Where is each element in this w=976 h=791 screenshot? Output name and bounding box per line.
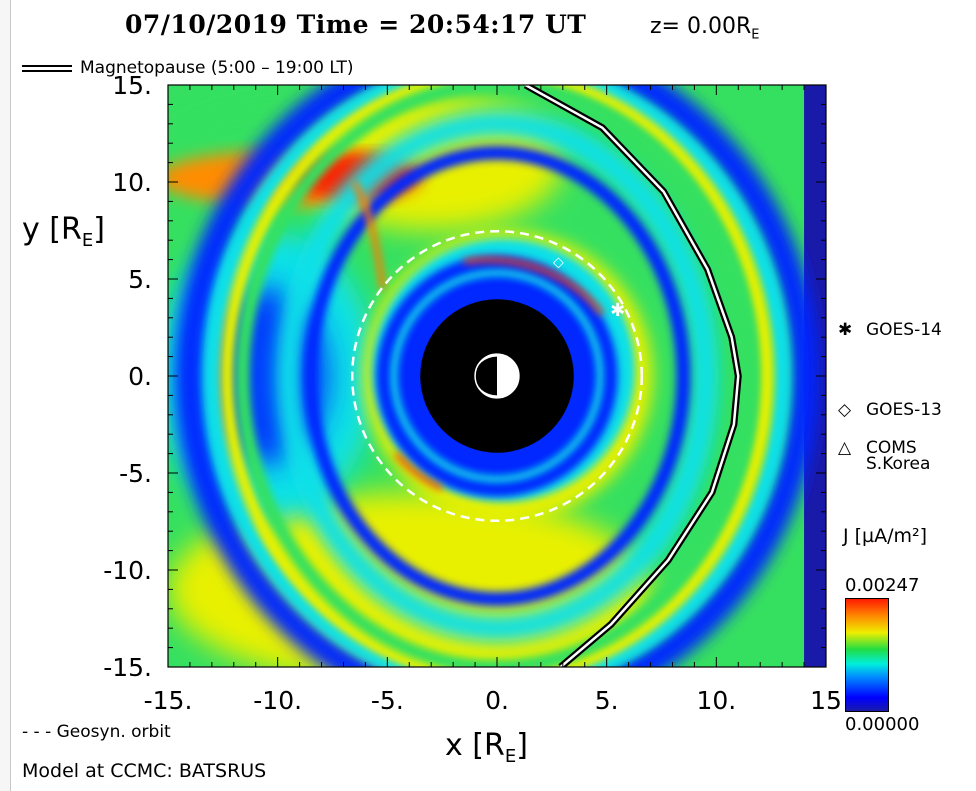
y-tick-label: 15. [112,71,152,100]
heatmap-connector-orange [351,180,386,290]
z-plane-label: z= 0.00RE [650,14,759,42]
triangle-icon: △ [838,438,852,458]
sat-label-goes14: GOES-14 [866,320,942,340]
x-tick-label: 10. [696,686,736,715]
x-tick-label: -15. [144,686,193,715]
sat-label-goes13: GOES-13 [866,400,942,420]
x-tick-label: 5. [595,686,619,715]
sat-legend-goes14: ✱ GOES-14 [838,320,942,340]
x-axis-label: x [RE] [445,728,528,767]
y-tick-label: 5. [128,265,152,294]
heatmap-band-cyan [202,85,792,667]
y-axis-label: y [RE] [22,212,105,251]
colorbar-min-label: 0.00000 [845,714,920,735]
y-tick-label: -5. [119,459,152,488]
x-tick-label: -5. [371,686,404,715]
satellite-marker-goes14: ✱ [610,300,625,321]
heatmap-band-inner-cyan [275,110,719,642]
geosyn-orbit-legend: - - - Geosyn. orbit [22,722,171,742]
y-tick-label: 0. [128,362,152,391]
colorbar-max-label: 0.00247 [845,575,920,596]
x-tick-label: -10. [253,686,302,715]
page-title: 07/10/2019 Time = 20:54:17 UT [125,10,587,39]
window-edge [0,0,11,791]
colorbar [845,598,889,712]
heatmap-band-yellow [220,85,774,667]
y-tick-label: -10. [103,556,152,585]
diamond-icon: ◇ [838,400,852,420]
earth-outline [474,353,520,399]
heatmap-band-green [235,85,759,667]
sat-legend-coms: △ COMS S.Korea [838,438,976,474]
asterisk-icon: ✱ [838,320,853,340]
heatmap-ring-inner-cyan [390,269,604,483]
z-label-prefix: z= 0.00R [650,14,752,39]
x-tick-label: 15 [810,686,842,715]
heatmap-ring-red-arc [463,257,605,316]
earth-nightside [475,356,497,396]
magnetopause-curve-inner [524,85,740,667]
colorbar-title: J [µA/m²] [843,525,928,547]
sat-legend-goes13: ◇ GOES-13 [838,400,942,420]
sat-label-coms: COMS S.Korea [866,438,931,474]
heatmap-band-outer-blue [175,85,819,667]
x-tick-label: 0. [485,686,509,715]
satellite-marker-goes13: ◇ [553,255,564,271]
geosynchronous-orbit-circle [350,229,644,523]
magnetopause-line-swatch [22,64,72,72]
y-tick-label: 10. [112,168,152,197]
y-tick-label: -15. [103,653,152,682]
magnetopause-legend: Magnetopause (5:00 – 19:00 LT) [22,58,354,78]
model-note: Model at CCMC: BATSRUS [22,760,267,782]
z-label-subscript: E [751,27,760,43]
magnetopause-legend-label: Magnetopause (5:00 – 19:00 LT) [80,58,354,78]
heatmap-band-inner-blue [303,145,691,607]
heatmap-ring-red-arc-south [394,451,444,491]
